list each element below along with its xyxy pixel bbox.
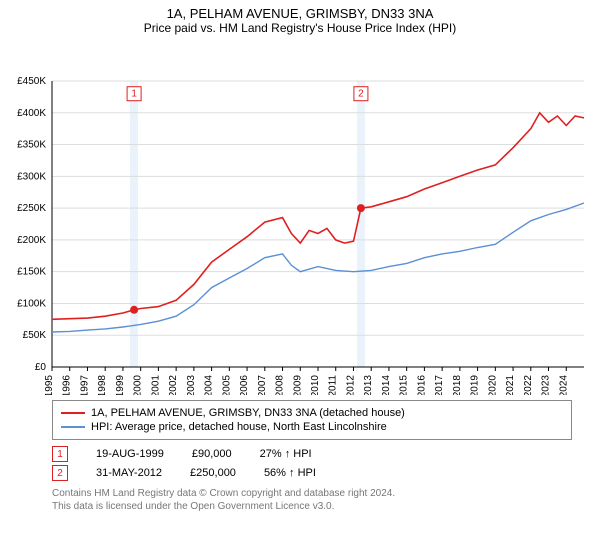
transaction-date: 19-AUG-1999	[96, 448, 164, 460]
title-line-1: 1A, PELHAM AVENUE, GRIMSBY, DN33 3NA	[0, 6, 600, 21]
svg-text:2018: 2018	[452, 375, 463, 395]
svg-text:£200K: £200K	[17, 235, 46, 246]
svg-text:2005: 2005	[221, 375, 232, 395]
svg-text:2013: 2013	[363, 375, 374, 395]
svg-text:2021: 2021	[505, 375, 516, 395]
svg-text:2003: 2003	[186, 375, 197, 395]
svg-text:2011: 2011	[328, 375, 339, 395]
svg-text:£300K: £300K	[17, 171, 46, 182]
transaction-marker: 2	[52, 465, 68, 481]
svg-text:2007: 2007	[257, 375, 268, 395]
svg-text:1997: 1997	[79, 375, 90, 395]
svg-text:2022: 2022	[523, 375, 534, 395]
legend-label: HPI: Average price, detached house, Nort…	[91, 421, 387, 433]
footer-line-2: This data is licensed under the Open Gov…	[52, 500, 572, 513]
legend-label: 1A, PELHAM AVENUE, GRIMSBY, DN33 3NA (de…	[91, 407, 405, 419]
svg-text:£150K: £150K	[17, 267, 46, 278]
svg-text:2000: 2000	[133, 375, 144, 395]
transactions-table: 1 19-AUG-1999 £90,000 27% ↑ HPI 2 31-MAY…	[52, 446, 572, 481]
svg-text:2: 2	[358, 89, 364, 100]
svg-text:£50K: £50K	[23, 330, 47, 341]
transaction-vs-hpi: 27% ↑ HPI	[260, 448, 312, 460]
svg-text:2014: 2014	[381, 375, 392, 395]
svg-text:£0: £0	[35, 362, 47, 373]
legend-swatch	[61, 412, 85, 414]
legend: 1A, PELHAM AVENUE, GRIMSBY, DN33 3NA (de…	[52, 400, 572, 440]
svg-text:2010: 2010	[310, 375, 321, 395]
svg-text:1995: 1995	[44, 375, 55, 395]
svg-text:£400K: £400K	[17, 108, 46, 119]
svg-text:2002: 2002	[168, 375, 179, 395]
legend-swatch	[61, 426, 85, 428]
hpi-chart: £0 £50K £100K £150K £200K £250K £300K £350K £400…	[0, 35, 600, 395]
legend-row: 1A, PELHAM AVENUE, GRIMSBY, DN33 3NA (de…	[61, 407, 563, 419]
transaction-vs-hpi: 56% ↑ HPI	[264, 467, 316, 479]
svg-text:2019: 2019	[470, 375, 481, 395]
svg-text:2004: 2004	[204, 375, 215, 395]
svg-text:2016: 2016	[416, 375, 427, 395]
svg-text:2023: 2023	[541, 375, 552, 395]
svg-text:2020: 2020	[487, 375, 498, 395]
svg-text:2012: 2012	[345, 375, 356, 395]
svg-text:2001: 2001	[150, 375, 161, 395]
svg-text:2024: 2024	[558, 375, 569, 395]
transaction-date: 31-MAY-2012	[96, 467, 162, 479]
legend-row: HPI: Average price, detached house, Nort…	[61, 421, 563, 433]
footer-note: Contains HM Land Registry data © Crown c…	[52, 487, 572, 513]
svg-text:1999: 1999	[115, 375, 126, 395]
transaction-row: 2 31-MAY-2012 £250,000 56% ↑ HPI	[52, 465, 572, 481]
svg-text:£250K: £250K	[17, 203, 46, 214]
transaction-price: £90,000	[192, 448, 232, 460]
svg-text:£450K: £450K	[17, 76, 46, 87]
svg-text:£350K: £350K	[17, 140, 46, 151]
transaction-marker: 1	[52, 446, 68, 462]
svg-text:1996: 1996	[62, 375, 73, 395]
svg-text:2006: 2006	[239, 375, 250, 395]
svg-text:1998: 1998	[97, 375, 108, 395]
footer-line-1: Contains HM Land Registry data © Crown c…	[52, 487, 572, 500]
svg-text:£100K: £100K	[17, 298, 46, 309]
svg-text:2008: 2008	[275, 375, 286, 395]
title-line-2: Price paid vs. HM Land Registry's House …	[0, 21, 600, 35]
svg-text:2009: 2009	[292, 375, 303, 395]
transaction-row: 1 19-AUG-1999 £90,000 27% ↑ HPI	[52, 446, 572, 462]
svg-text:1: 1	[131, 89, 137, 100]
transaction-price: £250,000	[190, 467, 236, 479]
svg-text:2015: 2015	[399, 375, 410, 395]
svg-text:2017: 2017	[434, 375, 445, 395]
